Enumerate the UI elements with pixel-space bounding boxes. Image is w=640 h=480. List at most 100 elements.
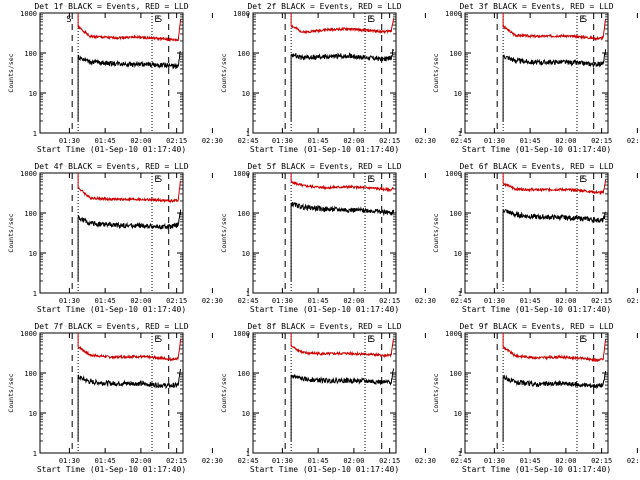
x-axis-title: Start Time (01-Sep-10 01:17:40) — [37, 465, 186, 474]
y-tick-label: 1000 — [20, 10, 37, 18]
y-tick-label: 100 — [24, 210, 37, 218]
x-tick-label: 02:00 — [130, 137, 151, 145]
lld-series-line — [502, 13, 607, 42]
start-marker: S — [370, 175, 375, 185]
y-tick-label: 100 — [237, 210, 250, 218]
panel-title: Det 7f BLACK = Events, RED = LLD — [34, 322, 188, 331]
x-axis-title: Start Time (01-Sep-10 01:17:40) — [250, 305, 399, 314]
start-marker: S — [370, 15, 375, 25]
y-tick-label: 10 — [29, 250, 37, 258]
start-marker: S — [582, 335, 587, 345]
x-tick-label: 02:00 — [555, 137, 576, 145]
y-tick-label: 10 — [242, 90, 250, 98]
events-series-line — [77, 368, 182, 441]
y-tick-label: 1 — [33, 450, 37, 458]
x-tick-label: 01:30 — [272, 297, 293, 305]
x-tick-label: 02:00 — [343, 137, 364, 145]
x-axis-title: Start Time (01-Sep-10 01:17:40) — [462, 465, 611, 474]
y-tick-label: 1 — [458, 290, 462, 298]
lld-series-line — [290, 173, 395, 193]
y-tick-label: 100 — [24, 50, 37, 58]
x-tick-label: 01:45 — [308, 457, 329, 465]
y-tick-label: 10 — [242, 410, 250, 418]
y-tick-label: 10 — [454, 90, 462, 98]
detector-panel-9: Det 9f BLACK = Events, RED = LLD 1 10 100 10… — [432, 322, 640, 474]
x-tick-label: 02:15 — [379, 457, 400, 465]
x-axis-title: Start Time (01-Sep-10 01:17:40) — [462, 145, 611, 154]
x-tick-label: 02:30 — [202, 457, 223, 465]
lld-series-line — [290, 333, 395, 358]
detector-panel-3: Det 3f BLACK = Events, RED = LLD 1 10 100 10… — [432, 2, 640, 154]
panel-title: Det 9f BLACK = Events, RED = LLD — [459, 322, 613, 331]
plot-frame — [39, 172, 184, 294]
x-tick-label: 01:45 — [520, 457, 541, 465]
y-tick-label: 100 — [449, 50, 462, 58]
events-series-line — [77, 209, 182, 281]
detector-panel-5: Det 5f BLACK = Events, RED = LLD11010010… — [220, 162, 472, 314]
x-tick-label: 01:30 — [484, 457, 505, 465]
x-tick-label: 02:00 — [130, 457, 151, 465]
x-tick-label: 01:45 — [520, 137, 541, 145]
x-tick-label: 02:00 — [555, 457, 576, 465]
y-tick-label: 1000 — [445, 330, 462, 338]
end-marker: E — [579, 335, 584, 345]
panel-title: Det 4f BLACK = Events, RED = LLD — [34, 162, 188, 171]
x-tick-label: 02:45 — [238, 297, 259, 305]
start-marker: S — [582, 175, 587, 185]
x-tick-label: 02:15 — [379, 137, 400, 145]
y-axis-title: Counts/sec — [220, 53, 228, 92]
y-axis-title: Counts/sec — [7, 53, 15, 92]
x-tick-label: 02:30 — [202, 137, 223, 145]
end-marker: E — [579, 175, 584, 185]
y-axis-title: Counts/sec — [432, 373, 440, 412]
lld-series-line — [77, 333, 182, 362]
plot-frame — [464, 332, 609, 454]
y-tick-label: 1 — [246, 130, 250, 138]
lld-series-line — [77, 13, 182, 43]
y-tick-label: 100 — [24, 370, 37, 378]
x-tick-label: 02:45 — [451, 297, 472, 305]
x-tick-label: 01:30 — [272, 457, 293, 465]
x-tick-label: 01:30 — [484, 297, 505, 305]
x-axis-title: Start Time (01-Sep-10 01:17:40) — [37, 305, 186, 314]
y-tick-label: 1000 — [233, 330, 250, 338]
x-tick-label: 01:45 — [308, 297, 329, 305]
x-axis-title: Start Time (01-Sep-10 01:17:40) — [250, 465, 399, 474]
y-axis-title: Counts/sec — [432, 53, 440, 92]
events-series-line — [290, 48, 395, 121]
x-tick-label: 02:00 — [343, 457, 364, 465]
y-axis-title: Counts/sec — [220, 213, 228, 252]
panel-title: Det 1f BLACK = Events, RED = LLD — [34, 2, 188, 11]
y-tick-label: 100 — [449, 370, 462, 378]
x-tick-label: 01:30 — [484, 137, 505, 145]
detector-panel-2: Det 2f BLACK = Events, RED = LLD 1 10 100 10… — [220, 2, 472, 154]
events-series-line — [77, 50, 181, 121]
y-tick-label: 10 — [242, 250, 250, 258]
plot-frame — [252, 172, 397, 294]
x-axis-title: Start Time (01-Sep-10 01:17:40) — [250, 145, 399, 154]
start-marker: S — [157, 335, 162, 345]
events-series-line — [290, 368, 395, 441]
start-marker: S — [582, 15, 587, 25]
events-series-line — [502, 49, 607, 121]
x-tick-label: 02:30 — [202, 297, 223, 305]
y-tick-label: 10 — [29, 90, 37, 98]
start-marker: S — [157, 15, 162, 25]
panel-title: Det 2f BLACK = Events, RED = LLD — [247, 2, 401, 11]
events-series-line — [290, 202, 395, 281]
y-tick-label: 1000 — [445, 170, 462, 178]
y-tick-label: 10 — [454, 250, 462, 258]
detector-panel-1: Det 1f BLACK = Events, RED = LLD 1 10 100 10… — [7, 2, 259, 154]
y-tick-label: 10 — [29, 410, 37, 418]
x-tick-label: 02:30 — [627, 137, 640, 145]
x-tick-label: 01:45 — [520, 297, 541, 305]
end-marker: E — [367, 15, 372, 25]
start-marker: S — [66, 15, 71, 25]
y-axis-title: Counts/sec — [220, 373, 228, 412]
x-tick-label: 02:45 — [451, 137, 472, 145]
x-tick-label: 02:00 — [343, 297, 364, 305]
detector-panel-4: Det 4f BLACK = Events, RED = LLD11010010… — [7, 162, 259, 314]
y-tick-label: 1 — [458, 450, 462, 458]
x-tick-label: 02:15 — [166, 457, 187, 465]
x-axis-title: Start Time (01-Sep-10 01:17:40) — [37, 145, 186, 154]
